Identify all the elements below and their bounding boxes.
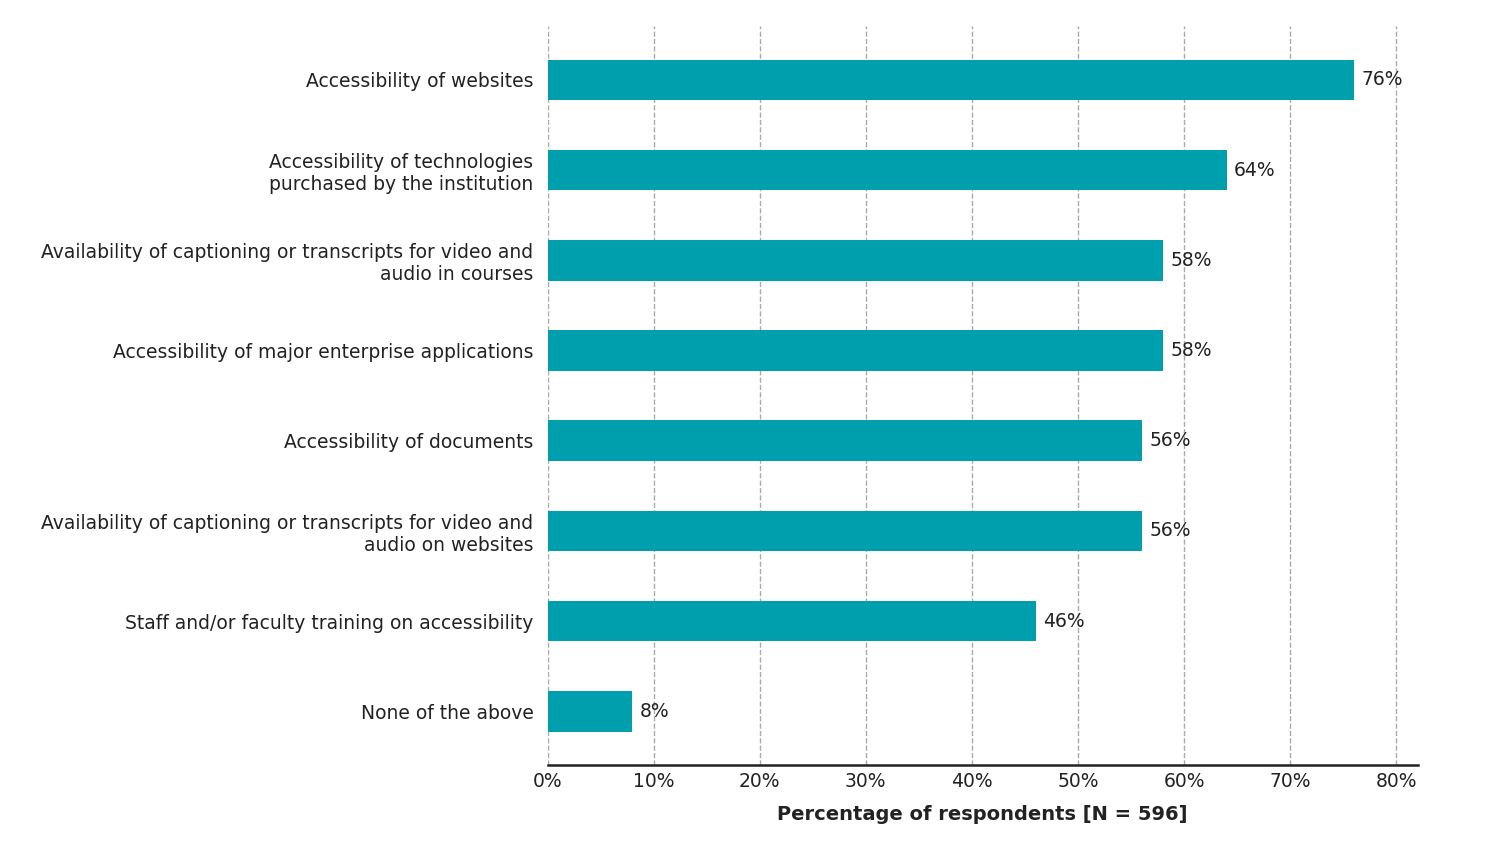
Bar bbox=[548, 691, 633, 732]
Text: 58%: 58% bbox=[1170, 341, 1212, 360]
Text: 76%: 76% bbox=[1362, 71, 1402, 89]
Bar bbox=[548, 330, 1162, 371]
Bar bbox=[548, 511, 1142, 551]
Text: 58%: 58% bbox=[1170, 251, 1212, 270]
Bar bbox=[548, 240, 1162, 280]
Bar bbox=[548, 421, 1142, 461]
Text: 46%: 46% bbox=[1042, 611, 1084, 630]
Text: 64%: 64% bbox=[1234, 161, 1275, 180]
Bar bbox=[548, 59, 1354, 101]
Text: 56%: 56% bbox=[1149, 521, 1191, 540]
Text: 8%: 8% bbox=[640, 702, 669, 721]
Bar bbox=[548, 150, 1227, 190]
X-axis label: Percentage of respondents [N = 596]: Percentage of respondents [N = 596] bbox=[777, 805, 1188, 824]
Text: 56%: 56% bbox=[1149, 431, 1191, 450]
Bar bbox=[548, 601, 1035, 642]
